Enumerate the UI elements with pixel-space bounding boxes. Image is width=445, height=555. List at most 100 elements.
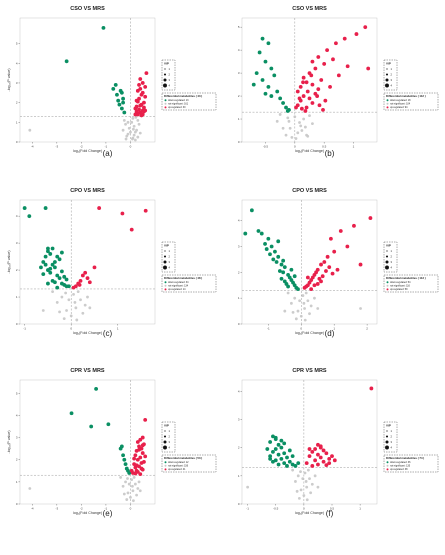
down-regulated-point xyxy=(55,273,60,278)
not-significant-point xyxy=(303,125,307,129)
up-regulated-point xyxy=(330,271,335,276)
not-significant-point xyxy=(127,126,131,130)
vip-size-marker xyxy=(385,265,389,270)
not-significant-point xyxy=(129,495,132,499)
vip-size-label: 3 xyxy=(169,78,171,82)
not-significant-point xyxy=(131,484,134,488)
up-regulated-point xyxy=(321,459,326,464)
vip-size-marker xyxy=(385,435,389,438)
up-regulated-point xyxy=(305,275,310,280)
x-axis-label: log₂(Fold Change) xyxy=(295,511,324,515)
y-tick-label: 2 xyxy=(16,268,18,272)
up-regulated-point xyxy=(366,66,371,71)
diff-legend-marker xyxy=(386,461,389,464)
up-regulated-point xyxy=(310,101,315,105)
not-significant-point xyxy=(293,296,297,300)
down-regulated-point xyxy=(274,260,279,264)
up-regulated-point xyxy=(316,462,320,467)
not-significant-point xyxy=(81,311,85,315)
not-significant-point xyxy=(303,307,306,310)
down-regulated-point xyxy=(263,59,268,64)
diff-legend-marker xyxy=(164,106,167,109)
plot-area xyxy=(241,17,378,143)
down-regulated-point xyxy=(271,459,275,464)
not-significant-point xyxy=(73,301,77,304)
not-significant-point xyxy=(122,118,126,122)
up-regulated-point xyxy=(313,447,318,451)
x-tick-label: 0.5 xyxy=(322,145,327,149)
up-regulated-point xyxy=(315,282,320,286)
not-significant-point xyxy=(293,115,297,119)
up-regulated-point xyxy=(134,463,139,468)
not-significant-point xyxy=(316,485,320,489)
panel-caption: (d) xyxy=(325,329,335,338)
down-regulated-point xyxy=(292,274,297,279)
up-regulated-point xyxy=(334,41,338,46)
down-regulated-point xyxy=(260,36,265,41)
not-significant-point xyxy=(138,131,142,135)
not-significant-point xyxy=(65,309,68,312)
not-significant-point xyxy=(286,116,290,120)
up-regulated-point xyxy=(144,71,149,76)
not-significant-point xyxy=(60,295,64,299)
not-significant-point xyxy=(41,309,45,312)
up-regulated-point xyxy=(139,461,144,465)
not-significant-point xyxy=(301,477,305,481)
not-significant-point xyxy=(311,122,314,126)
not-significant-point xyxy=(313,474,317,478)
vip-size-label: 2 xyxy=(391,435,393,439)
down-regulated-point xyxy=(285,109,290,113)
down-regulated-point xyxy=(259,231,264,236)
up-regulated-point xyxy=(313,66,318,71)
vip-size-label: 4 xyxy=(169,84,171,88)
not-significant-point xyxy=(79,298,82,302)
vip-size-marker xyxy=(386,68,388,70)
not-significant-point xyxy=(135,128,138,132)
diff-legend-title: Differential metabolites ( 113 ) xyxy=(386,276,426,280)
down-regulated-point xyxy=(94,386,98,391)
not-significant-point xyxy=(28,128,32,132)
down-regulated-point xyxy=(275,89,280,94)
not-significant-point xyxy=(296,309,300,313)
y-tick-label: 0 xyxy=(16,502,18,506)
down-regulated-point xyxy=(284,105,288,110)
down-regulated-point xyxy=(101,25,106,30)
up-regulated-point xyxy=(327,457,332,461)
up-regulated-point xyxy=(77,283,82,287)
diff-legend-title: Differential metabolites ( 43 ) xyxy=(164,94,202,98)
down-regulated-point xyxy=(272,73,277,78)
vip-size-label: 2 xyxy=(169,255,171,259)
not-significant-point xyxy=(137,480,141,484)
diff-legend-marker xyxy=(164,288,167,291)
not-significant-point xyxy=(308,477,311,481)
not-significant-point xyxy=(121,128,125,132)
up-regulated-point xyxy=(322,62,327,66)
up-regulated-point xyxy=(328,84,332,89)
not-significant-point xyxy=(67,298,71,302)
not-significant-point xyxy=(135,493,138,497)
not-significant-point xyxy=(299,470,302,473)
not-significant-point xyxy=(132,476,136,479)
not-significant-point xyxy=(303,471,307,475)
up-regulated-point xyxy=(319,78,324,82)
down-regulated-point xyxy=(43,254,48,259)
up-regulated-point xyxy=(307,96,312,101)
up-regulated-point xyxy=(318,444,323,449)
not-significant-point xyxy=(278,113,282,116)
down-regulated-point xyxy=(66,284,71,289)
not-significant-point xyxy=(304,480,308,483)
not-significant-point xyxy=(122,492,126,496)
down-regulated-point xyxy=(268,457,273,461)
not-significant-point xyxy=(303,318,307,322)
not-significant-point xyxy=(294,317,298,321)
vip-size-marker xyxy=(386,430,388,432)
down-regulated-point xyxy=(296,461,301,466)
down-regulated-point xyxy=(273,249,277,254)
not-significant-point xyxy=(281,126,285,130)
not-significant-point xyxy=(310,482,314,486)
not-significant-point xyxy=(58,310,61,314)
up-regulated-point xyxy=(345,64,350,69)
diff-legend-marker xyxy=(386,284,389,287)
down-regulated-point xyxy=(271,257,276,262)
not-significant-point xyxy=(297,496,301,500)
